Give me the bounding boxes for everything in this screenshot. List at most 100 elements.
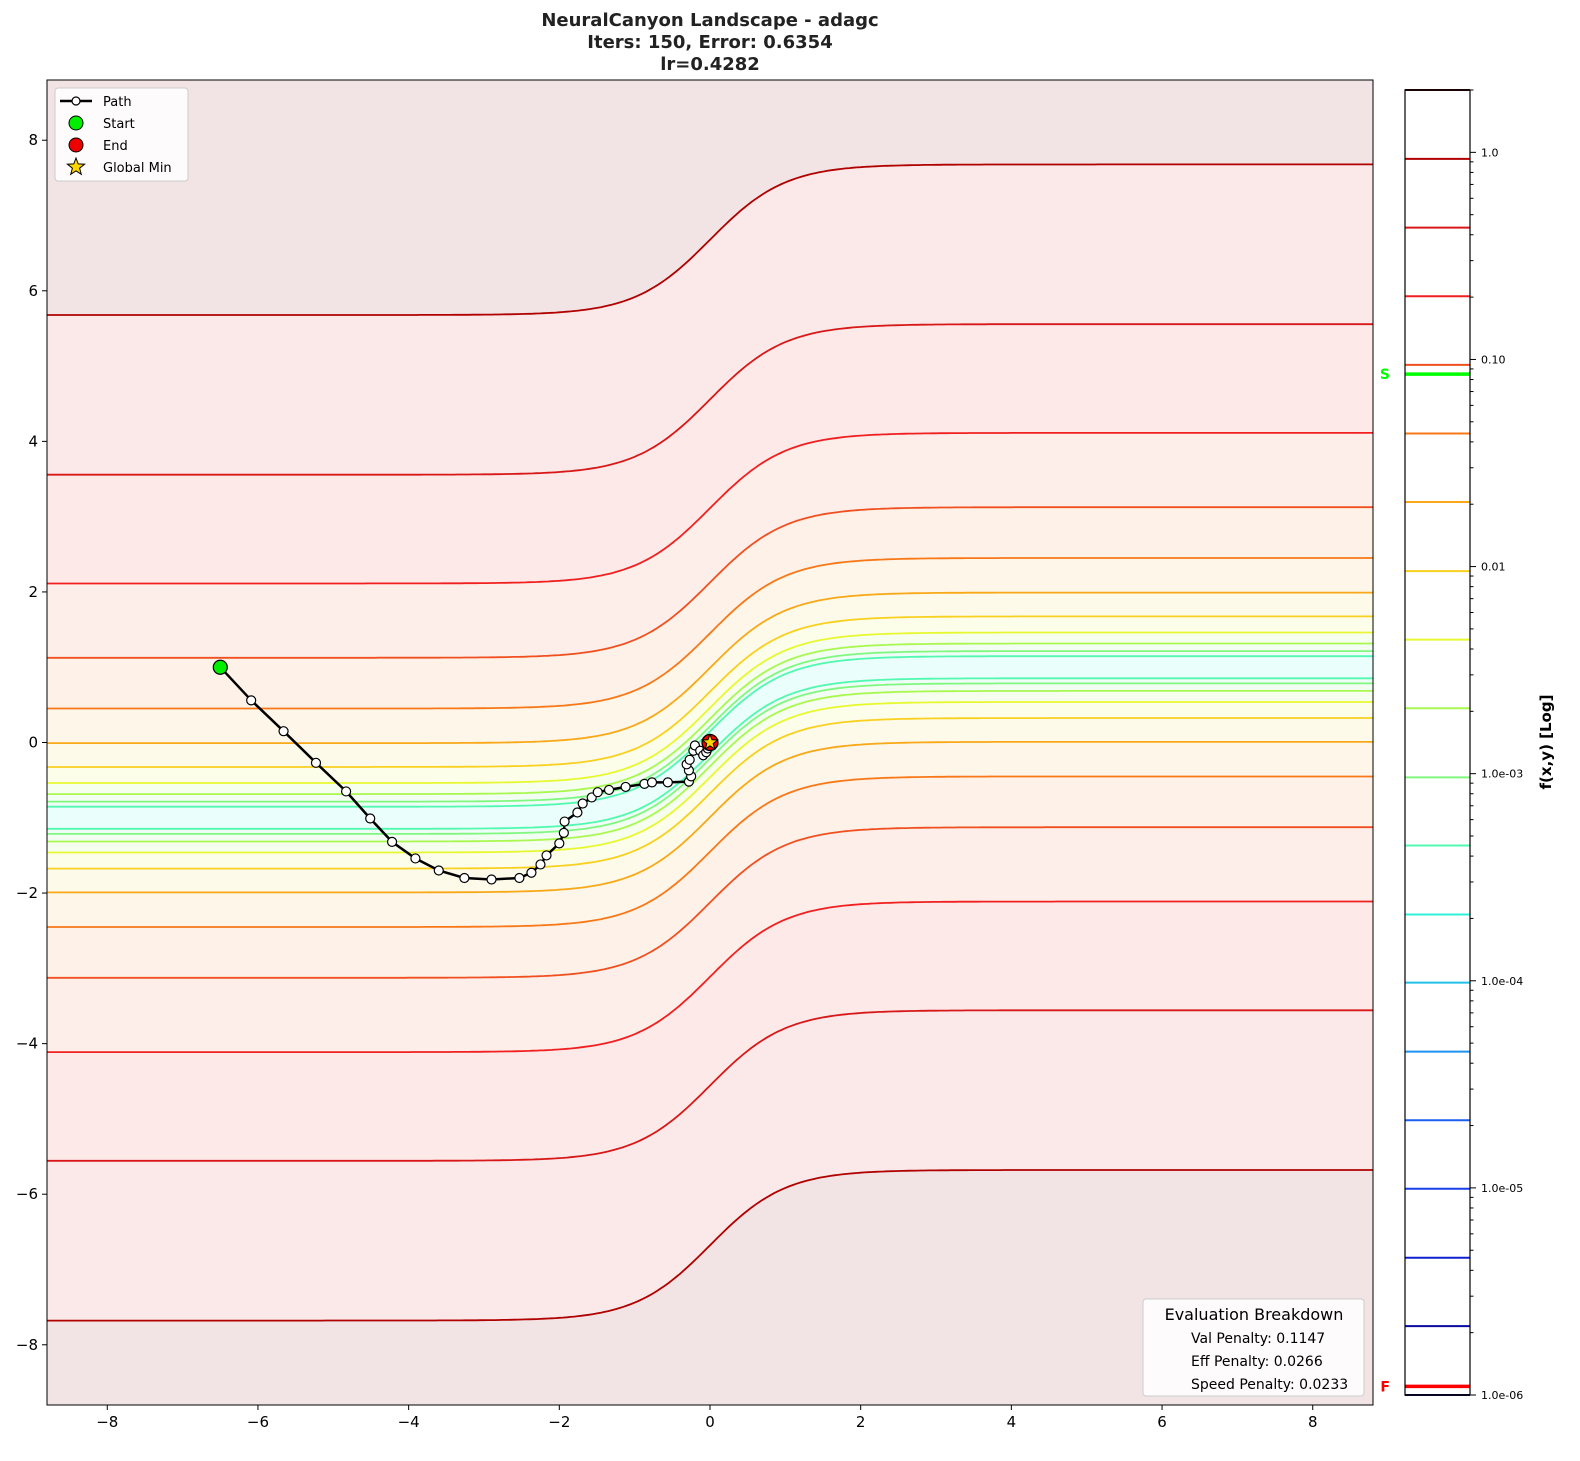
contour-line-lower [47,1009,1373,1162]
x-tick-label: −8 [96,1413,118,1431]
path-point [278,726,289,737]
path-point [572,807,583,818]
x-tick-label: −2 [548,1413,570,1431]
x-tick-label: 6 [1157,1413,1167,1431]
path-point [603,784,615,796]
y-tick-label: 8 [28,131,38,149]
legend-path-label: Path [103,95,132,110]
evaluation-val-penalty: Val Penalty: 0.1147 [1191,1331,1325,1347]
legend-start-label: Start [103,117,135,132]
contour-line-upper [47,591,1373,744]
x-tick-label: −6 [247,1413,269,1431]
legend: Path Start End Global Min [54,87,189,182]
path-point [410,853,421,864]
contour-line-lower [47,775,1373,928]
y-tick-label: −6 [16,1185,38,1203]
y-tick-label: 6 [28,282,38,300]
legend-end-marker [68,137,84,153]
path-point [365,813,376,824]
chart-title-line-2: Iters: 150, Error: 0.6354 [587,32,832,53]
y-tick-label: 0 [28,734,38,752]
colorbar-frame [1404,89,1471,1396]
path-point [592,787,603,798]
path-point [662,777,673,788]
contour-line-upper [47,655,1373,808]
evaluation-title: Evaluation Breakdown [1165,1305,1344,1324]
global-min-star-icon [701,733,719,751]
path-point [554,838,565,849]
y-tick-label: 4 [28,432,38,450]
y-tick-label: −4 [16,1035,38,1053]
start-marker [212,659,228,675]
colorbar-body [1405,90,1470,1395]
x-tick-label: 2 [856,1413,866,1431]
evaluation-breakdown-box: Evaluation Breakdown Val Penalty: 0.1147… [1142,1298,1365,1397]
y-axis: −8 −6 −4 −2 0 2 4 6 8 [16,131,47,1354]
contour-line-lower [47,741,1373,894]
contour-line-upper [47,163,1373,316]
colorbar-tick-label: 1.0 [1481,146,1499,159]
path-point [541,850,552,861]
contour-line-upper [47,631,1373,784]
colorbar-tick-label: 0.01 [1481,561,1506,574]
colorbar: S F 1.0 0.10 0.01 1.0e-03 1.0e-04 1.0e-05 1.0e-… [1380,89,1555,1402]
y-tick-label: 2 [28,583,38,601]
x-tick-label: 0 [705,1413,715,1431]
path-point [341,786,352,797]
path-point [526,867,537,878]
colorbar-tick-label: 0.10 [1481,353,1506,366]
colorbar-marker-label-F: F [1380,1379,1390,1395]
chart-title-line-3: lr=0.4282 [660,54,760,75]
contour-line-upper [47,615,1373,768]
contour-line-lower [47,690,1373,843]
contour-line-upper [47,323,1373,476]
colorbar-label: f(x,y) [Log] [1537,695,1555,790]
colorbar-marker-label-S: S [1380,367,1390,383]
x-tick-label: 4 [1007,1413,1017,1431]
x-tick-label: 8 [1308,1413,1318,1431]
contour-lines [47,163,1373,1322]
path-point [386,836,398,847]
contour-line-lower [47,717,1373,870]
contour-line-upper [47,557,1373,710]
path-point [310,757,322,768]
path-point [646,777,658,788]
contour-line-lower [47,826,1373,979]
evaluation-speed-penalty: Speed Penalty: 0.0233 [1191,1377,1348,1393]
x-axis: −8 −6 −4 −2 0 2 4 6 8 [96,1405,1318,1431]
contour-line-lower [47,701,1373,854]
contour-line-lower [47,900,1373,1053]
x-tick-label: −4 [398,1413,420,1431]
path-point [486,874,497,885]
colorbar-tick-label: 1.0e-03 [1481,768,1523,781]
legend-global-min-label: Global Min [103,161,172,176]
path-point [620,781,631,793]
contour-line-lower [47,682,1373,835]
path-point [514,872,525,884]
path-point [558,827,569,838]
optimizer-path [212,659,719,885]
path-point [246,695,257,706]
evaluation-eff-penalty: Eff Penalty: 0.0266 [1191,1354,1323,1370]
path-point [433,865,444,876]
path-point [459,872,470,884]
path-point [535,859,546,870]
legend-path-marker [71,96,81,106]
path-point [559,816,570,827]
y-tick-label: −8 [16,1336,38,1354]
contour-line-upper [47,650,1373,803]
colorbar-tick-label: 1.0e-06 [1481,1389,1523,1402]
chart-title-line-1: NeuralCanyon Landscape - adagc [541,10,878,31]
path-point [577,798,588,809]
contour-line-upper [47,642,1373,795]
legend-global-min-star-icon [66,156,86,176]
y-tick-label: −2 [16,884,38,902]
colorbar-tick-label: 1.0e-05 [1481,1182,1523,1195]
legend-start-marker [68,115,84,131]
colorbar-tick-label: 1.0e-04 [1481,975,1523,988]
contour-line-upper [47,432,1373,585]
contour-line-lower [47,1169,1373,1322]
path-point [684,754,695,765]
contour-line-upper [47,506,1373,659]
